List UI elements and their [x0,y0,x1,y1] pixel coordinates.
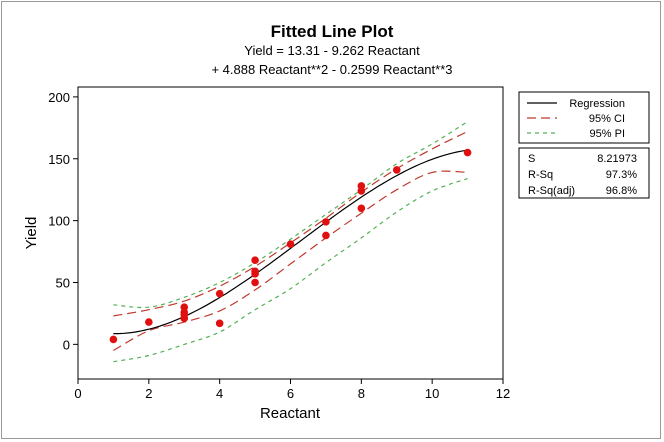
data-point [145,318,153,326]
data-point [322,231,330,240]
data-point [215,289,224,298]
interval-bands [113,121,468,363]
x-axis-title: Reactant [260,405,321,422]
chart-equation-line-2: + 4.888 Reactant**2 - 0.2599 Reactant**3 [211,62,453,77]
y-tick-label: 100 [48,214,70,229]
ci-band-upper-line [113,130,468,317]
data-point [357,204,366,213]
ci-band-lower-line [113,170,468,352]
stats-box: S 8.21973 R-Sq 97.3% R-Sq(adj) 96.8% [518,147,650,199]
legend-border [518,91,650,144]
pi-band-upper-line [113,121,468,309]
data-point [251,267,259,276]
stat-label-s: S [528,153,535,165]
data-point [392,166,401,174]
chart-equation-line-1: Yield = 13.31 - 9.262 Reactant [244,43,420,58]
plot-area [77,86,504,380]
regression-line [113,149,468,335]
legend-box: Regression 95% CI 95% PI [518,91,650,144]
data-point [251,256,259,265]
x-tick-label: 6 [287,386,294,401]
pi-band-lower-line [113,178,468,363]
stat-value-s: 8.21973 [597,153,637,165]
x-tick-label: 10 [425,386,439,401]
stat-value-rsq-adj: 96.8% [606,185,637,197]
data-points [109,148,472,344]
legend-label-ci: 95% CI [589,113,625,125]
legend-label-regression: Regression [569,98,625,110]
axis-ticks: 0 2 4 6 8 10 12 0 50 100 150 200 [48,90,510,401]
y-tick-label: 50 [56,275,70,290]
x-tick-label: 2 [145,386,152,401]
chart-title: Fitted Line Plot [270,22,394,41]
x-tick-label: 8 [358,386,365,401]
regression-line-layer [113,149,468,335]
y-tick-label: 200 [48,90,70,105]
x-tick-label: 0 [74,386,81,401]
stat-label-rsq-adj: R-Sq(adj) [528,185,575,197]
x-tick-label: 4 [216,386,223,401]
stat-value-rsq: 97.3% [606,169,637,181]
y-tick-label: 150 [48,152,70,167]
data-point [180,314,189,323]
y-axis-title: Yield [23,217,40,250]
data-point [286,240,295,248]
x-tick-label: 12 [496,386,510,401]
y-tick-label: 0 [63,337,70,352]
data-point [463,148,472,157]
stat-label-rsq: R-Sq [528,169,553,181]
legend-label-pi: 95% PI [590,128,625,140]
stats-border [518,147,650,199]
data-point [215,319,224,328]
data-point [109,335,118,344]
data-point [322,218,330,226]
data-point [357,187,366,195]
data-point [251,278,259,287]
